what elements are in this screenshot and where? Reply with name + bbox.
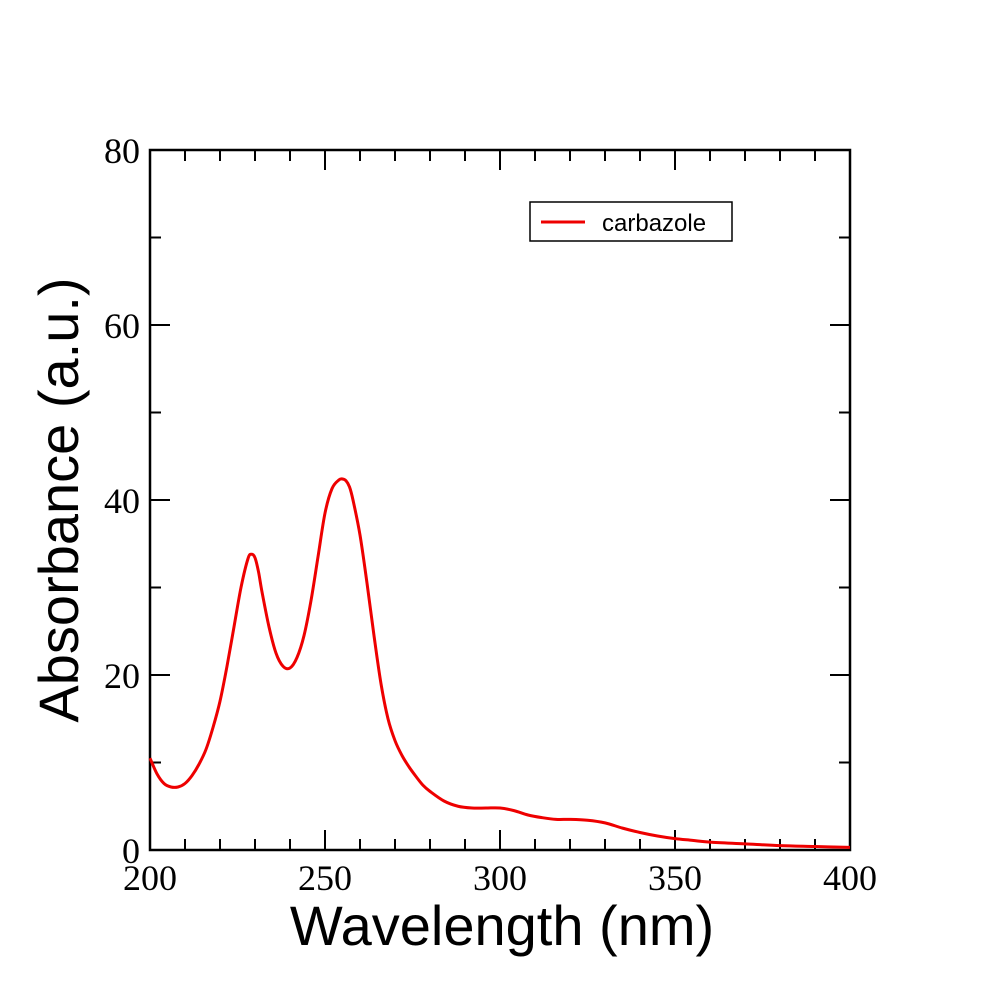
x-axis-title: Wavelength (nm) bbox=[290, 894, 714, 957]
series-line-carbazole bbox=[148, 477, 851, 849]
legend: carbazole bbox=[529, 201, 733, 242]
x-tick-label: 200 bbox=[123, 858, 177, 898]
legend-label-carbazole: carbazole bbox=[602, 210, 706, 237]
x-tick-label: 350 bbox=[648, 858, 702, 898]
axis-tick-labels: 200 250 300 350 400 0 20 40 60 80 bbox=[104, 131, 877, 898]
y-tick-label: 0 bbox=[122, 831, 140, 871]
x-tick-label: 300 bbox=[473, 858, 527, 898]
y-tick-label: 60 bbox=[104, 306, 140, 346]
plot-frame bbox=[148, 148, 852, 852]
y-tick-label: 40 bbox=[104, 481, 140, 521]
y-axis-title: Absorbance (a.u.) bbox=[27, 277, 90, 722]
x-tick-label: 400 bbox=[823, 858, 877, 898]
y-tick-label: 20 bbox=[104, 656, 140, 696]
axis-ticks bbox=[149, 149, 851, 851]
x-tick-label: 250 bbox=[298, 858, 352, 898]
y-tick-label: 80 bbox=[104, 131, 140, 171]
